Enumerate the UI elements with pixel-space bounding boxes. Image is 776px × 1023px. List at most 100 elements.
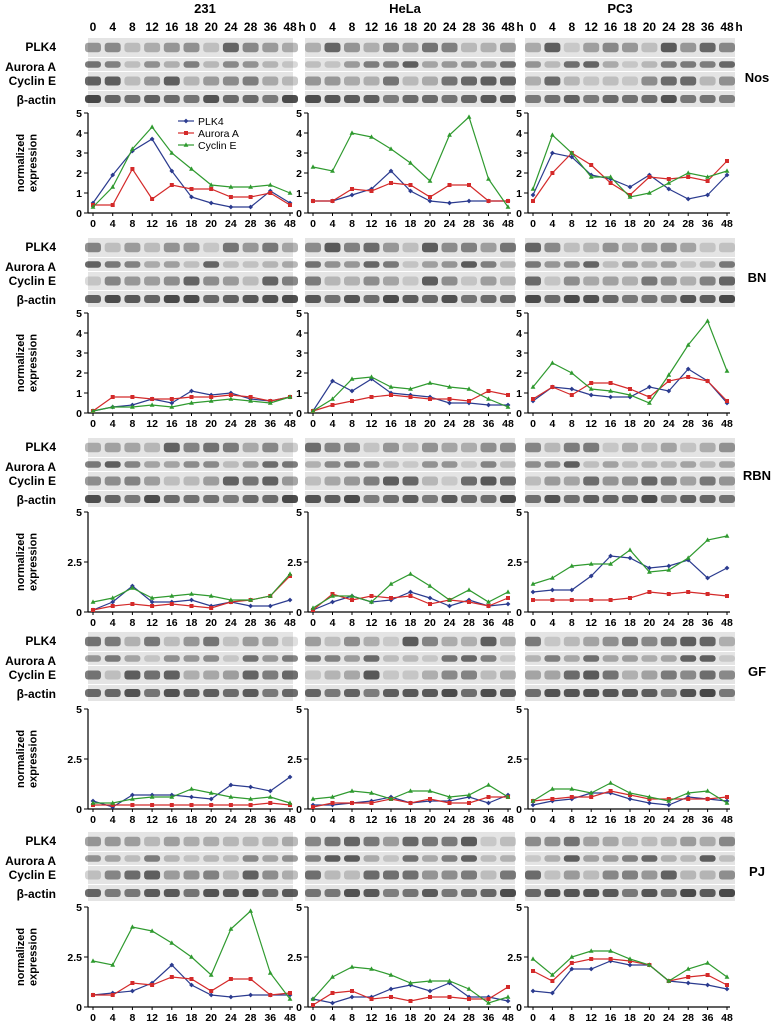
blot-band — [699, 476, 716, 486]
western-blot-RBN-231 — [85, 438, 298, 507]
blot-band — [622, 855, 638, 862]
data-point — [530, 988, 536, 994]
blot-band — [719, 836, 735, 847]
blot-band — [222, 95, 239, 103]
x-tick-label: 4 — [110, 1012, 116, 1023]
y-tick-label: 0 — [296, 408, 302, 420]
blot-band — [699, 242, 716, 253]
blot-band — [680, 870, 697, 880]
blot-band — [563, 855, 580, 862]
x-tick-label: 28 — [682, 814, 694, 826]
data-point — [310, 796, 316, 801]
data-point — [505, 994, 511, 999]
blot-band — [699, 61, 716, 68]
blot-band — [282, 855, 298, 862]
blot-band — [104, 461, 121, 468]
time-unit-label: h — [516, 20, 523, 34]
data-point — [447, 801, 452, 805]
blot-band — [525, 242, 541, 253]
blot-band — [622, 261, 638, 268]
blot-band — [262, 689, 279, 697]
data-point — [267, 970, 273, 975]
y-axis-label-line1: normalized — [15, 928, 27, 986]
blot-band — [144, 295, 161, 303]
x-tick-label: 28 — [245, 617, 257, 629]
data-point — [408, 999, 413, 1003]
data-point — [666, 802, 672, 808]
x-tick-label: 24 — [225, 218, 237, 230]
blot-band — [183, 76, 200, 86]
blot-strip — [88, 72, 293, 90]
y-tick-label: 3 — [296, 348, 302, 360]
data-point — [369, 966, 374, 971]
data-point — [268, 801, 273, 805]
blot-band — [242, 655, 259, 662]
blot-band — [163, 61, 180, 68]
blot-band — [441, 870, 458, 880]
blot-band — [461, 855, 477, 862]
protein-label: PLK4 — [25, 40, 56, 54]
blot-strip — [88, 458, 293, 471]
blot-band — [242, 42, 259, 53]
blot-band — [203, 855, 220, 862]
blot-band — [583, 855, 600, 862]
blot-band — [563, 461, 580, 468]
x-tick-label: 12 — [585, 418, 597, 430]
blot-band — [124, 870, 141, 880]
blot-band — [719, 76, 735, 86]
y-tick-label: 3 — [516, 348, 522, 360]
legend-label: PLK4 — [198, 116, 224, 128]
blot-band — [262, 870, 279, 880]
y-tick-label: 5 — [76, 704, 82, 716]
blot-band — [305, 261, 321, 268]
blot-band — [641, 836, 658, 847]
blot-band — [680, 442, 697, 453]
blot-band — [422, 855, 438, 862]
blot-band — [282, 76, 298, 86]
blot-band — [344, 836, 360, 847]
blot-band — [422, 476, 438, 486]
data-point — [569, 370, 575, 375]
blot-band — [641, 76, 658, 86]
data-point — [267, 603, 273, 609]
data-point — [408, 160, 413, 165]
data-point — [349, 964, 355, 969]
data-point — [569, 786, 575, 791]
blot-band — [383, 242, 399, 253]
data-point — [506, 199, 510, 203]
x-tick-label: 28 — [682, 418, 694, 430]
data-point — [248, 195, 253, 199]
blot-band — [222, 889, 239, 897]
blot-strip — [525, 832, 735, 851]
protein-label: PLK4 — [25, 240, 56, 254]
blot-band — [222, 442, 239, 453]
x-tick-label: 24 — [663, 418, 675, 430]
data-point — [627, 394, 633, 400]
blot-band — [583, 276, 600, 286]
data-point — [530, 798, 536, 803]
blot-strip — [525, 652, 735, 665]
blot-band — [242, 61, 259, 68]
data-point — [268, 191, 273, 195]
data-point — [169, 803, 174, 807]
blot-band — [461, 95, 477, 103]
data-point — [627, 194, 633, 199]
x-tick-label: 8 — [349, 218, 355, 230]
data-point — [130, 585, 135, 590]
x-tick-label: 0 — [530, 617, 536, 629]
blot-band — [441, 261, 458, 268]
blot-band — [680, 276, 697, 286]
data-point — [330, 168, 335, 173]
blot-band — [544, 76, 561, 86]
blot-band — [262, 295, 279, 303]
x-tick-label: 28 — [463, 814, 475, 826]
blot-band — [402, 889, 419, 897]
x-tick-label: 0 — [310, 218, 316, 230]
blot-band — [203, 655, 220, 662]
blot-band — [363, 636, 380, 647]
blot-band — [680, 76, 697, 86]
data-point — [388, 986, 394, 992]
blot-band — [363, 655, 380, 662]
